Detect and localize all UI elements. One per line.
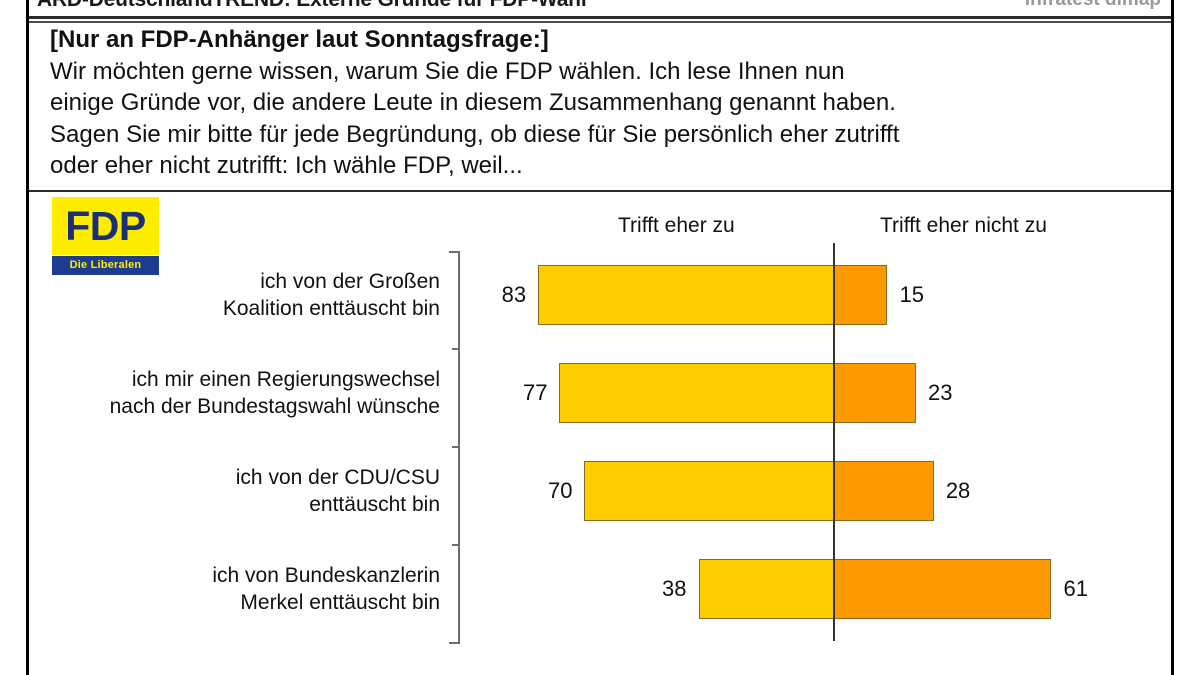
chart-row-label-line2: nach der Bundestagswahl wünsche (109, 395, 440, 418)
chart-row-label-line2: Merkel enttäuscht bin (240, 591, 440, 614)
category-axis-tick-2 (452, 446, 460, 448)
category-axis-tick-1 (452, 348, 460, 350)
chart-row-label-line2: Koalition enttäuscht bin (222, 297, 440, 320)
chart-row: ich von Bundeskanzlerin Merkel enttäuscht… (0, 559, 1200, 659)
question-line-1: Wir möchten gerne wissen, warum Sie die … (50, 57, 845, 85)
bar-value-trifft-eher-nicht-zu: 23 (927, 380, 953, 405)
chart-row-label: ich von der Großen Koalition enttäuscht b… (40, 268, 440, 322)
chart-row-label-line2: enttäuscht bin (309, 493, 440, 516)
question-line-filter: [Nur an FDP-Anhänger laut Sonntagsfrage:… (50, 26, 549, 53)
header-rule-thick (29, 16, 1171, 19)
bar-value-trifft-eher-nicht-zu: 61 (1063, 576, 1088, 601)
page-title: ARD-DeutschlandTREND: Externe Gründe für… (37, 0, 587, 12)
bar-value-trifft-eher-zu: 38 (662, 576, 687, 601)
legend-label-trifft-eher-zu: Trifft eher zu (618, 214, 735, 237)
chart-row-label: ich von der CDU/CSU enttäuscht bin (40, 464, 440, 518)
category-axis-cap-bottom (449, 642, 460, 644)
bar-segment-trifft-eher-zu (698, 559, 834, 619)
chart-row-label-line1: ich von der CDU/CSU (235, 466, 440, 489)
header-bar: ARD-DeutschlandTREND: Externe Gründe für… (29, 0, 1171, 22)
chart-row-label-line1: ich mir einen Regierungswechsel (131, 368, 440, 391)
question-text-block: [Nur an FDP-Anhänger laut Sonntagsfrage:… (50, 24, 1140, 182)
category-axis-tick-3 (452, 544, 460, 546)
chart-row-label: ich von Bundeskanzlerin Merkel enttäuscht… (40, 562, 440, 616)
chart-row-label-line1: ich von Bundeskanzlerin (212, 564, 440, 587)
page-frame-left-border (26, 0, 29, 675)
chart-center-divider-line (833, 243, 835, 641)
bar-segment-trifft-eher-zu (538, 265, 834, 325)
chart-row: ich von der CDU/CSU enttäuscht bin 70 28 (0, 461, 1200, 561)
bar-segment-trifft-eher-nicht-zu (834, 559, 1052, 619)
fdp-logo-tagline: Die Liberalen (69, 259, 142, 271)
legend-label-trifft-eher-nicht-zu: Trifft eher nicht zu (880, 214, 1047, 237)
fdp-logo-blue-bar (52, 256, 159, 275)
header-rule-thin (29, 21, 1171, 23)
fdp-logo: FDP Die Liberalen (52, 197, 159, 275)
question-line-2: einige Gründe vor, die andere Leute in d… (50, 89, 896, 116)
chart-row-label-line1: ich von der Großen (260, 270, 440, 293)
chart-row: ich von der Großen Koalition enttäuscht b… (0, 265, 1200, 365)
bar-value-trifft-eher-nicht-zu: 15 (899, 282, 924, 307)
bar-segment-trifft-eher-nicht-zu (834, 363, 916, 423)
page-frame-right-border (1171, 0, 1174, 675)
bar-value-trifft-eher-zu: 83 (501, 282, 527, 307)
brand-label: infratest dimap (1025, 0, 1161, 11)
bar-value-trifft-eher-nicht-zu: 28 (945, 478, 971, 503)
category-axis-cap-top (449, 251, 460, 253)
question-line-3: Sagen Sie mir bitte für jede Begründung,… (50, 120, 900, 148)
bar-segment-trifft-eher-zu (559, 363, 834, 423)
bar-value-trifft-eher-zu: 77 (523, 380, 548, 405)
bar-segment-trifft-eher-nicht-zu (834, 461, 934, 521)
bar-value-trifft-eher-zu: 70 (547, 478, 573, 503)
chart-row-label: ich mir einen Regierungswechsel nach der … (40, 366, 440, 420)
bar-segment-trifft-eher-nicht-zu (834, 265, 888, 325)
fdp-logo-wordmark: FDP (65, 203, 146, 249)
question-separator-rule (29, 190, 1171, 192)
fdp-logo-yellow-panel (52, 197, 159, 255)
bar-segment-trifft-eher-zu (584, 461, 834, 521)
chart-row: ich mir einen Regierungswechsel nach der … (0, 363, 1200, 463)
question-line-4: oder eher nicht zutrifft: Ich wähle FDP,… (50, 152, 523, 179)
